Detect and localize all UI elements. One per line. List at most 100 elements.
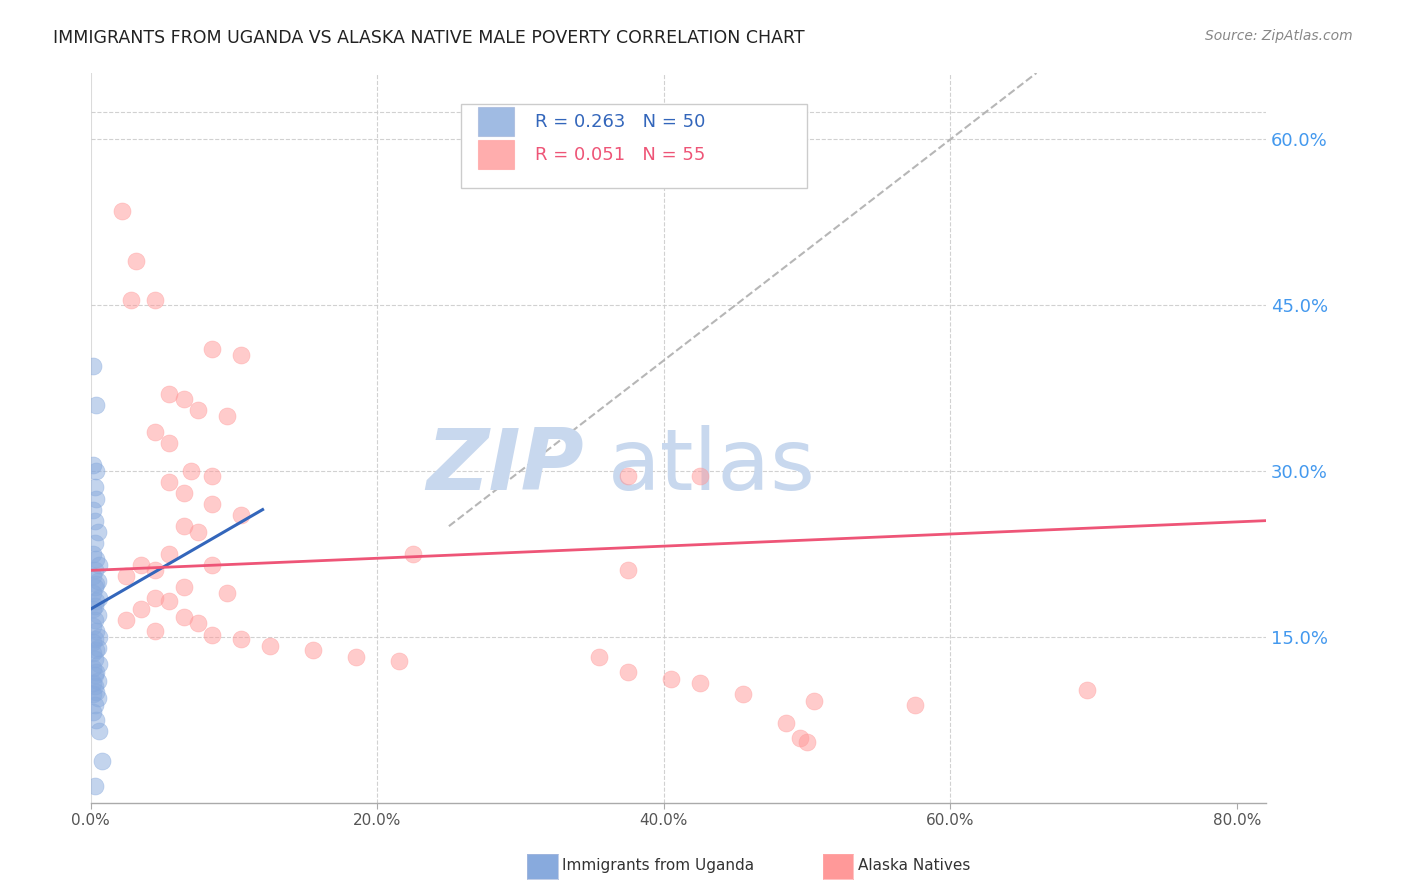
- Point: [86, 576, 108, 591]
- Point: [84, 652, 107, 666]
- Point: [402, 547, 425, 561]
- Point: [689, 676, 711, 690]
- Point: [84, 535, 107, 549]
- Point: [84, 668, 107, 682]
- Point: [143, 624, 166, 639]
- Point: [659, 672, 682, 686]
- Point: [82, 705, 104, 719]
- Point: [173, 486, 195, 500]
- Point: [82, 618, 104, 632]
- Point: [86, 713, 108, 727]
- Text: ZIP: ZIP: [426, 425, 583, 508]
- Point: [689, 469, 711, 483]
- Point: [87, 640, 110, 655]
- Bar: [478, 107, 513, 136]
- Point: [84, 613, 107, 627]
- Point: [86, 643, 108, 657]
- Point: [159, 386, 181, 401]
- Point: [617, 665, 640, 679]
- Point: [87, 574, 110, 589]
- Point: [159, 594, 181, 608]
- Point: [173, 580, 195, 594]
- Point: [229, 508, 252, 522]
- Point: [129, 558, 152, 572]
- Point: [84, 563, 107, 577]
- Point: [86, 398, 108, 412]
- Point: [86, 552, 108, 566]
- Point: [86, 464, 108, 478]
- Point: [159, 436, 181, 450]
- Point: [259, 639, 281, 653]
- Point: [143, 425, 166, 440]
- Point: [84, 632, 107, 646]
- Point: [1076, 682, 1098, 697]
- Point: [86, 491, 108, 506]
- Point: [89, 657, 111, 672]
- Point: [143, 563, 166, 577]
- Point: [111, 204, 134, 219]
- Point: [82, 359, 104, 373]
- Text: R = 0.051   N = 55: R = 0.051 N = 55: [534, 145, 706, 164]
- Point: [159, 475, 181, 489]
- Point: [125, 253, 148, 268]
- Point: [388, 654, 411, 668]
- Point: [82, 646, 104, 660]
- Point: [84, 779, 107, 793]
- Point: [82, 635, 104, 649]
- Point: [82, 661, 104, 675]
- Point: [84, 698, 107, 713]
- Point: [803, 694, 825, 708]
- Point: [82, 458, 104, 473]
- Text: R = 0.263   N = 50: R = 0.263 N = 50: [534, 113, 706, 131]
- Point: [82, 502, 104, 516]
- Point: [173, 519, 195, 533]
- Point: [617, 469, 640, 483]
- Point: [82, 602, 104, 616]
- FancyBboxPatch shape: [461, 103, 807, 187]
- Point: [86, 665, 108, 679]
- Point: [201, 627, 224, 641]
- Bar: [478, 140, 513, 169]
- Point: [173, 610, 195, 624]
- Point: [201, 469, 224, 483]
- Point: [796, 735, 818, 749]
- Point: [84, 514, 107, 528]
- Point: [617, 563, 640, 577]
- Point: [89, 723, 111, 738]
- Point: [201, 497, 224, 511]
- Point: [82, 585, 104, 599]
- Point: [115, 569, 138, 583]
- Point: [82, 676, 104, 690]
- Text: atlas: atlas: [607, 425, 815, 508]
- Point: [143, 293, 166, 307]
- Point: [789, 731, 811, 746]
- Point: [115, 613, 138, 627]
- Point: [87, 673, 110, 688]
- Point: [84, 599, 107, 613]
- Point: [229, 348, 252, 362]
- Point: [82, 547, 104, 561]
- Point: [201, 343, 224, 357]
- Point: [229, 632, 252, 646]
- Point: [84, 580, 107, 594]
- Point: [87, 524, 110, 539]
- Point: [87, 607, 110, 622]
- Point: [91, 754, 114, 768]
- Point: [201, 558, 224, 572]
- Point: [89, 558, 111, 572]
- Point: [904, 698, 927, 713]
- Point: [120, 293, 142, 307]
- Point: [187, 524, 209, 539]
- Point: [87, 690, 110, 705]
- Point: [344, 649, 367, 664]
- Point: [159, 547, 181, 561]
- Point: [82, 687, 104, 701]
- Point: [301, 643, 323, 657]
- Text: Alaska Natives: Alaska Natives: [858, 858, 970, 872]
- Text: Source: ZipAtlas.com: Source: ZipAtlas.com: [1205, 29, 1353, 44]
- Point: [84, 680, 107, 694]
- Point: [187, 403, 209, 417]
- Point: [86, 685, 108, 699]
- Point: [215, 585, 238, 599]
- Point: [143, 591, 166, 605]
